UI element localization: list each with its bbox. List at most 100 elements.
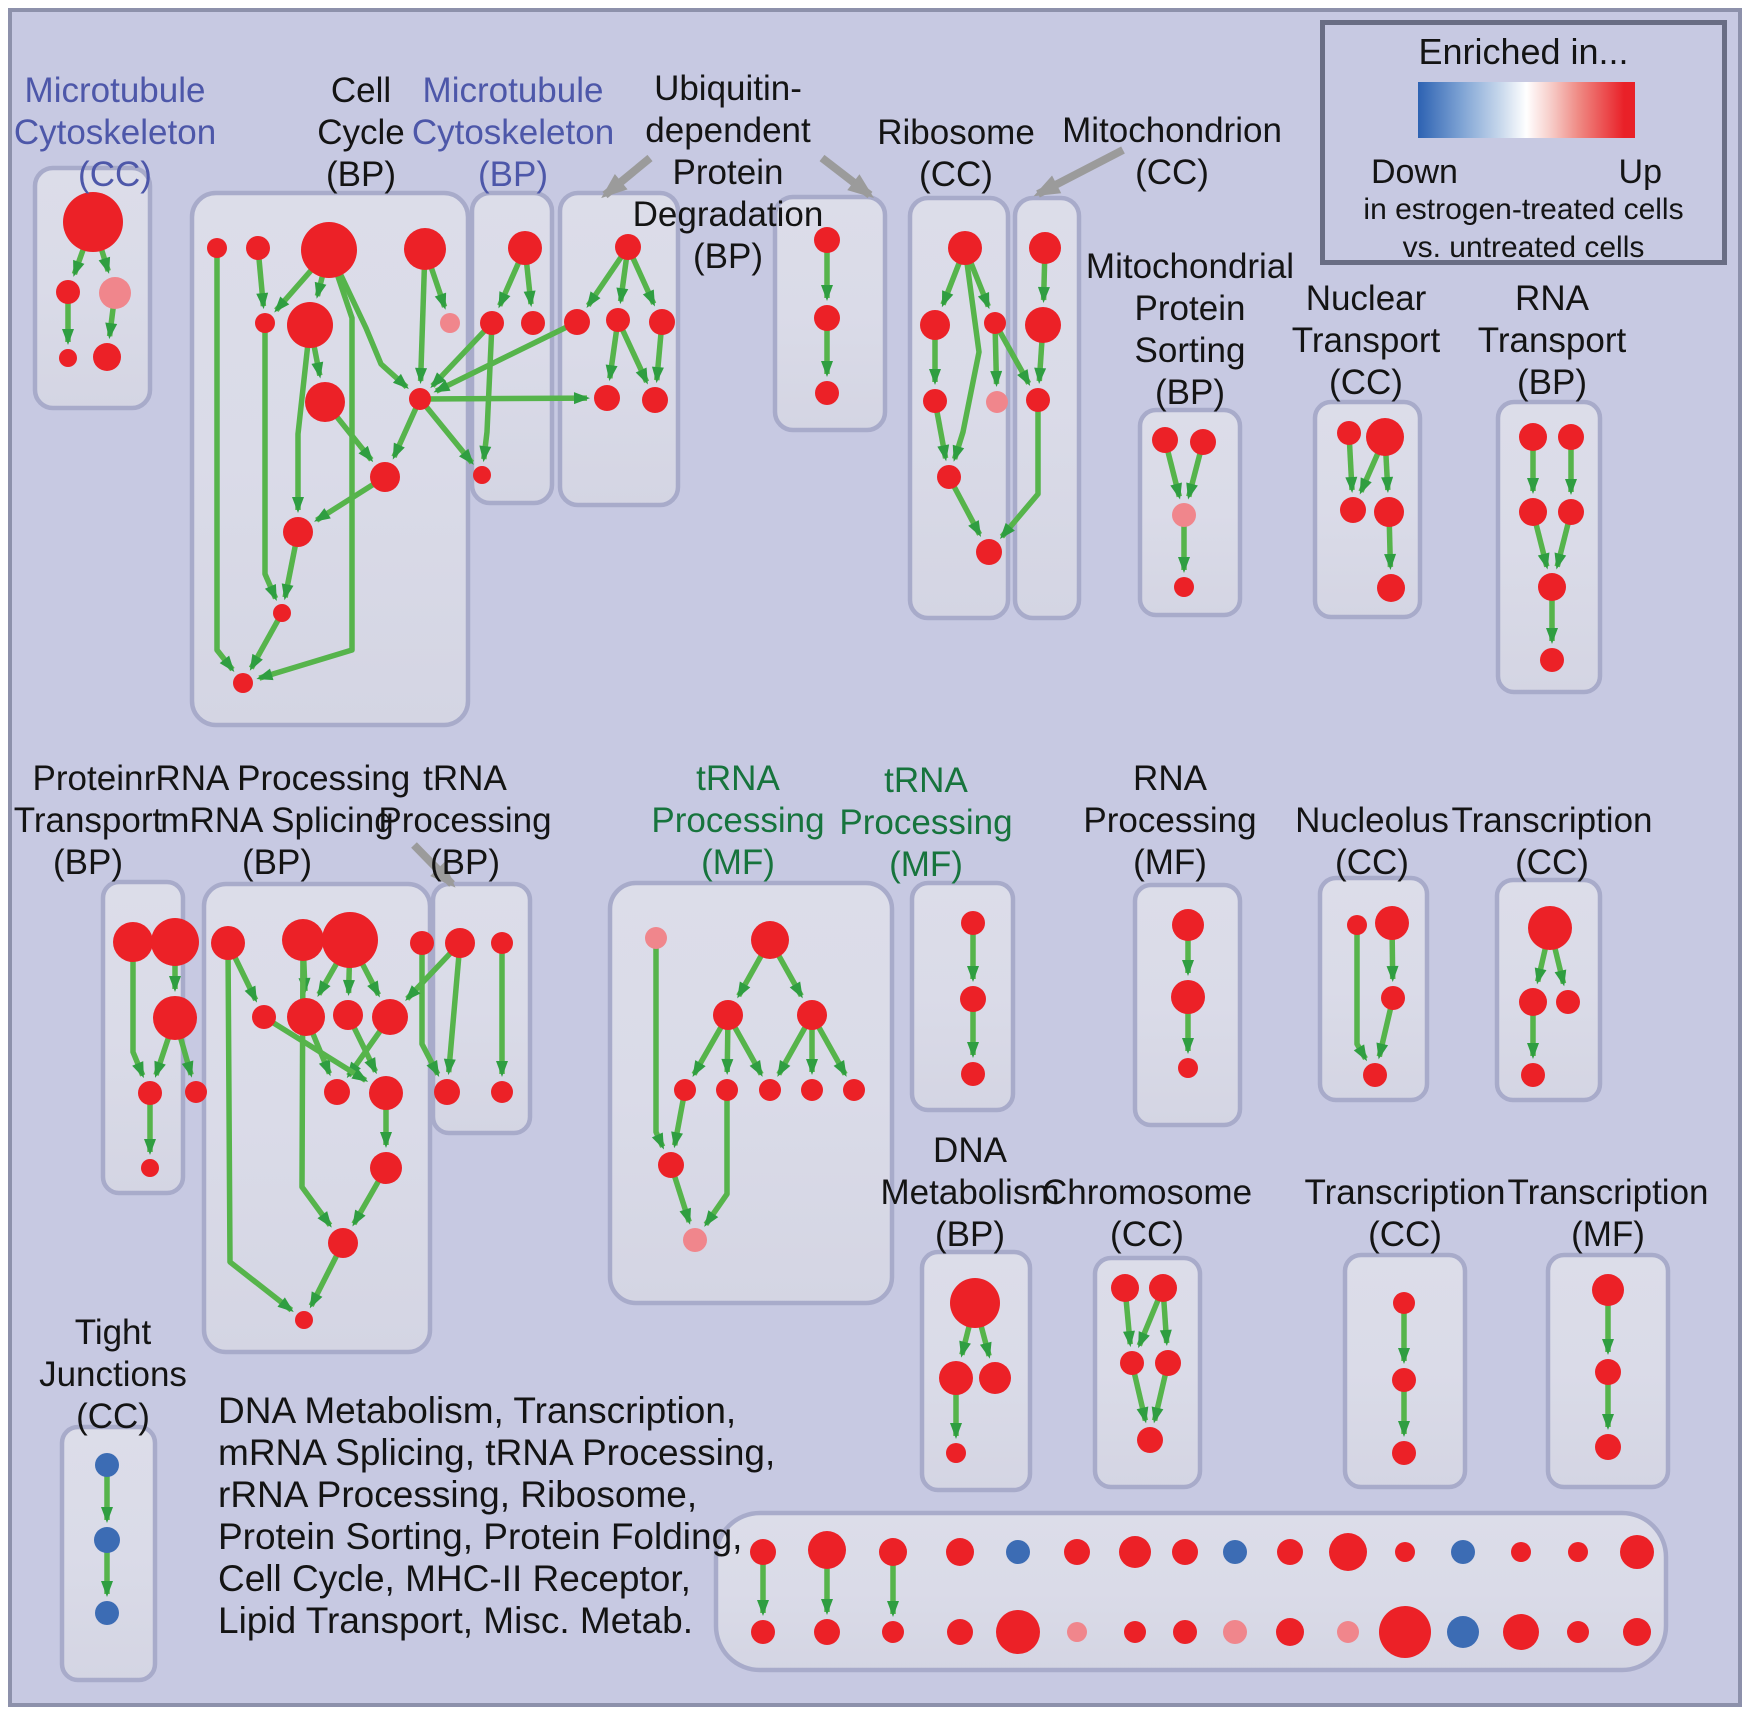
gene-set-node-trnamf1-c5: [843, 1079, 865, 1101]
gene-set-node-cellcycle-n9: [370, 462, 400, 492]
gene-set-node-mtcc-c: [99, 277, 131, 309]
gene-set-node-mps-b: [1174, 577, 1194, 597]
gene-set-node-bottomstrip-b13: [1447, 1616, 1479, 1648]
edge-cellcycle-n11-n12: [248, 611, 285, 671]
gene-set-node-bottomstrip-t9: [1223, 1540, 1247, 1564]
gene-set-node-nucleolus-n4: [1363, 1063, 1387, 1087]
gene-set-node-trnamf1-c1: [674, 1079, 696, 1101]
legend-title: Enriched in...: [1418, 31, 1629, 72]
gene-set-node-ubiq1-bl: [594, 385, 620, 411]
cluster-box-mito: [1012, 195, 1082, 621]
gene-set-node-trnabp-b2: [491, 1081, 513, 1103]
gene-set-node-transccc2-b: [1521, 1063, 1545, 1087]
gene-set-node-bottomstrip-t1: [750, 1539, 776, 1565]
gene-set-node-bottomstrip-t6: [1064, 1539, 1090, 1565]
gene-set-node-bottomstrip-b5: [996, 1610, 1040, 1654]
gene-set-node-mtbp-b: [473, 466, 491, 484]
gene-set-node-prottrans-C: [153, 996, 197, 1040]
gene-set-node-bottomstrip-b7: [1124, 1621, 1146, 1643]
gene-set-node-bottomstrip-t10: [1277, 1539, 1303, 1565]
gene-set-node-trnabp-b1: [434, 1079, 460, 1105]
gene-set-node-trnamf1-pk1: [645, 927, 667, 949]
gene-set-node-mps-n1: [1152, 427, 1178, 453]
edge-prottrans-A-D: [130, 942, 146, 1079]
cross-edge-ribosome-mr-mito-b: [992, 321, 1032, 387]
gene-set-node-transccc2-m1: [1519, 988, 1547, 1016]
cluster-label-rrna-processing-mrna-splicing-bp: rRNA Processing mRNA Splicing (BP): [143, 759, 411, 882]
cross-edge-mito-b-ribosome-b: [999, 400, 1041, 539]
gene-set-node-transcmf-c: [1595, 1434, 1621, 1460]
gene-set-node-cellcycle-n5: [255, 313, 275, 333]
edge-rrna-t1-p3: [225, 942, 294, 1313]
legend-subtitle-2: vs. untreated cells: [1402, 231, 1645, 264]
gene-set-node-rnaprocmf-r2: [1171, 980, 1205, 1014]
gene-set-node-cellcycle-n6: [287, 302, 333, 348]
legend-up-label: Up: [1618, 153, 1662, 191]
gene-set-node-rrna-t1: [211, 926, 245, 960]
cluster-label-transcription-mf: Transcription (MF): [1507, 1173, 1709, 1254]
gene-set-node-transcccbot-b: [1392, 1368, 1416, 1392]
cluster-label-mitochondrion-cc: Mitochondrion (CC): [1062, 111, 1282, 192]
edge-trnabp-t1-b1: [443, 942, 463, 1076]
edge-cellcycle-n5-n11: [262, 323, 279, 602]
gene-set-node-trnamf2-s1: [961, 911, 985, 935]
gene-set-node-trnamf1-pk2: [683, 1228, 707, 1252]
cluster-label-transcription-cc-row3: Transcription (CC): [1304, 1173, 1506, 1254]
cross-edge-ubiq1-ml-cellcycle-hub: [433, 319, 579, 394]
gene-set-node-bottomstrip-t3: [879, 1538, 907, 1566]
gene-set-node-rrna-p1: [370, 1152, 402, 1184]
gene-set-node-trnamf2-s3: [961, 1062, 985, 1086]
edge-cellcycle-n3-n12: [256, 249, 355, 681]
gene-set-node-rrna-p2: [328, 1228, 358, 1258]
gene-set-node-trnamf1-M2: [797, 1000, 827, 1030]
gene-set-node-trnamf1-c4: [801, 1079, 823, 1101]
gene-set-node-bottomstrip-t7: [1119, 1536, 1151, 1568]
gene-set-node-tightjunc-j1: [95, 1453, 119, 1477]
gene-set-node-nuctrans-b: [1377, 574, 1405, 602]
gene-set-node-rrna-m3: [333, 1000, 363, 1030]
gene-set-node-bottomstrip-b4: [947, 1619, 973, 1645]
edge-nucleolus-n1-n4: [1353, 925, 1368, 1062]
cross-edge-mtbp-m1-cellcycle-hub: [430, 321, 494, 389]
gene-set-node-rrna-m1: [252, 1005, 276, 1029]
gene-set-node-nuctrans-n1: [1337, 421, 1361, 445]
gene-set-node-bottomstrip-t16: [1620, 1535, 1654, 1569]
cluster-label-protein-transport-bp: Protein Transport (BP): [13, 759, 163, 882]
legend-box: Enriched in... Down Up in estrogen-treat…: [1320, 20, 1727, 265]
gene-set-node-nuctrans-m1: [1340, 497, 1366, 523]
cluster-label-mitochondrial-protein-sorting-bp: Mitochondrial Protein Sorting (BP): [1085, 247, 1295, 412]
gene-set-node-ribosome-m4: [937, 465, 961, 489]
gene-set-node-cellcycle-n2: [246, 236, 270, 260]
gene-set-node-rnatrans-b: [1540, 648, 1564, 672]
gene-set-node-trnamf1-c3: [759, 1079, 781, 1101]
gene-set-node-ribosome-ml: [920, 310, 950, 340]
gene-set-node-bottomstrip-t5: [1006, 1540, 1030, 1564]
gene-set-node-prottrans-B: [151, 918, 199, 966]
trna-bp-pointer-arrow-icon: [411, 842, 456, 888]
gene-set-node-ribosome-l3: [923, 389, 947, 413]
ubiquitin-pointer-left-arrow-icon: [601, 154, 653, 199]
cluster-label-trna-processing-mf-2: tRNA Processing (MF): [839, 761, 1013, 884]
cluster-box-dnametab: [919, 1249, 1033, 1493]
gene-set-node-rnatrans-t2: [1558, 424, 1584, 450]
edge-cellcycle-n3-hub: [326, 248, 409, 390]
gene-set-node-trnamf2-s2: [960, 986, 986, 1012]
gene-set-node-bottomstrip-b2: [814, 1619, 840, 1645]
gene-set-node-prottrans-E: [185, 1081, 207, 1103]
gene-set-node-nucleolus-n2: [1375, 906, 1409, 940]
gene-set-node-prottrans-F: [141, 1159, 159, 1177]
gene-set-node-ubiq1-mc: [606, 308, 630, 332]
gene-set-node-rnatrans-m2: [1558, 499, 1584, 525]
gene-set-node-rrna-l1: [324, 1079, 350, 1105]
gene-set-node-cellcycle-n4: [404, 228, 446, 270]
gene-set-node-transcccbot-a: [1393, 1292, 1415, 1314]
gene-set-node-bottomstrip-t4: [946, 1538, 974, 1566]
cluster-label-chromosome-cc: Chromosome (CC): [1041, 1173, 1253, 1254]
gene-set-node-mito-b: [1026, 388, 1050, 412]
gene-set-node-prottrans-A: [113, 922, 153, 962]
gene-set-node-mtcc-a: [63, 192, 123, 252]
gene-set-node-bottomstrip-t8: [1172, 1539, 1198, 1565]
gene-set-node-chromosome-c4: [1155, 1350, 1181, 1376]
gene-set-node-trnamf1-L: [658, 1152, 684, 1178]
